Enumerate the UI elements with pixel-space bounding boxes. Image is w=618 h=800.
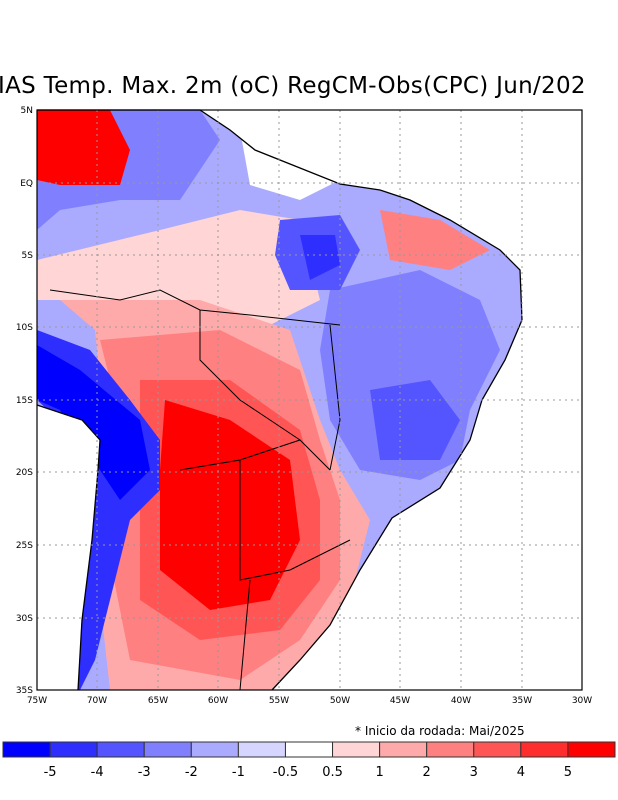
- lat-tick: 5S: [22, 251, 34, 261]
- colorbar-label: -1: [232, 765, 245, 780]
- lat-tick: 25S: [16, 541, 33, 551]
- colorbar-swatch: [2, 741, 51, 758]
- colorbar-label: -2: [185, 765, 198, 780]
- lat-tick: 15S: [16, 396, 33, 406]
- lon-tick: 40W: [451, 696, 471, 706]
- lon-tick: 60W: [208, 696, 228, 706]
- colorbar-swatch: [567, 741, 616, 758]
- colorbar-swatch: [473, 741, 522, 758]
- colorbar-swatch: [332, 741, 381, 758]
- colorbar-label: -0.5: [273, 765, 298, 780]
- colorbar-label: -5: [44, 765, 57, 780]
- lat-tick: 30S: [16, 614, 33, 624]
- colorbar-label: 5: [564, 765, 572, 780]
- anomaly-field: [37, 110, 522, 690]
- lat-tick: 5N: [21, 106, 33, 116]
- lat-tick: 10S: [16, 323, 33, 333]
- grid-lines: [37, 110, 582, 690]
- lon-tick: 50W: [330, 696, 350, 706]
- lon-tick: 75W: [27, 696, 47, 706]
- colorbar-swatch: [520, 741, 569, 758]
- lon-tick: 35W: [512, 696, 532, 706]
- colorbar: -5 -4 -3 -2 -1 -0.5 0.5 1 2 3 4 5: [2, 741, 616, 780]
- colorbar-label: 1: [375, 765, 383, 780]
- lat-tick: EQ: [20, 179, 33, 189]
- colorbar-label: 0.5: [322, 765, 343, 780]
- colorbar-label: -4: [91, 765, 104, 780]
- colorbar-label: 4: [517, 765, 525, 780]
- lat-tick: 20S: [16, 468, 33, 478]
- lat-axis: 5N EQ 5S 10S 15S 20S 25S 30S 35S: [16, 106, 33, 696]
- lat-tick: 35S: [16, 686, 33, 696]
- run-start-note: * Inicio da rodada: Mai/2025: [355, 724, 525, 738]
- colorbar-swatch: [426, 741, 475, 758]
- plot-title: IAS Temp. Max. 2m (oC) RegCM-Obs(CPC) Ju…: [0, 73, 586, 99]
- coastline: [36, 109, 523, 691]
- colorbar-swatch: [143, 741, 192, 758]
- colorbar-swatch: [379, 741, 428, 758]
- colorbar-swatch: [284, 741, 334, 758]
- colorbar-swatch: [190, 741, 239, 758]
- lon-tick: 55W: [269, 696, 289, 706]
- colorbar-label: 3: [470, 765, 478, 780]
- borders: [49, 289, 351, 691]
- colorbar-label: -3: [138, 765, 151, 780]
- lon-tick: 65W: [148, 696, 168, 706]
- colorbar-swatch: [96, 741, 145, 758]
- colorbar-label: 2: [423, 765, 431, 780]
- colorbar-swatch: [49, 741, 98, 758]
- map-frame: [36, 109, 583, 691]
- colorbar-swatch: [237, 741, 286, 758]
- lon-tick: 70W: [87, 696, 107, 706]
- lon-tick: 30W: [572, 696, 592, 706]
- lon-axis: 75W 70W 65W 60W 55W 50W 45W 40W 35W 30W: [27, 696, 592, 706]
- lon-tick: 45W: [390, 696, 410, 706]
